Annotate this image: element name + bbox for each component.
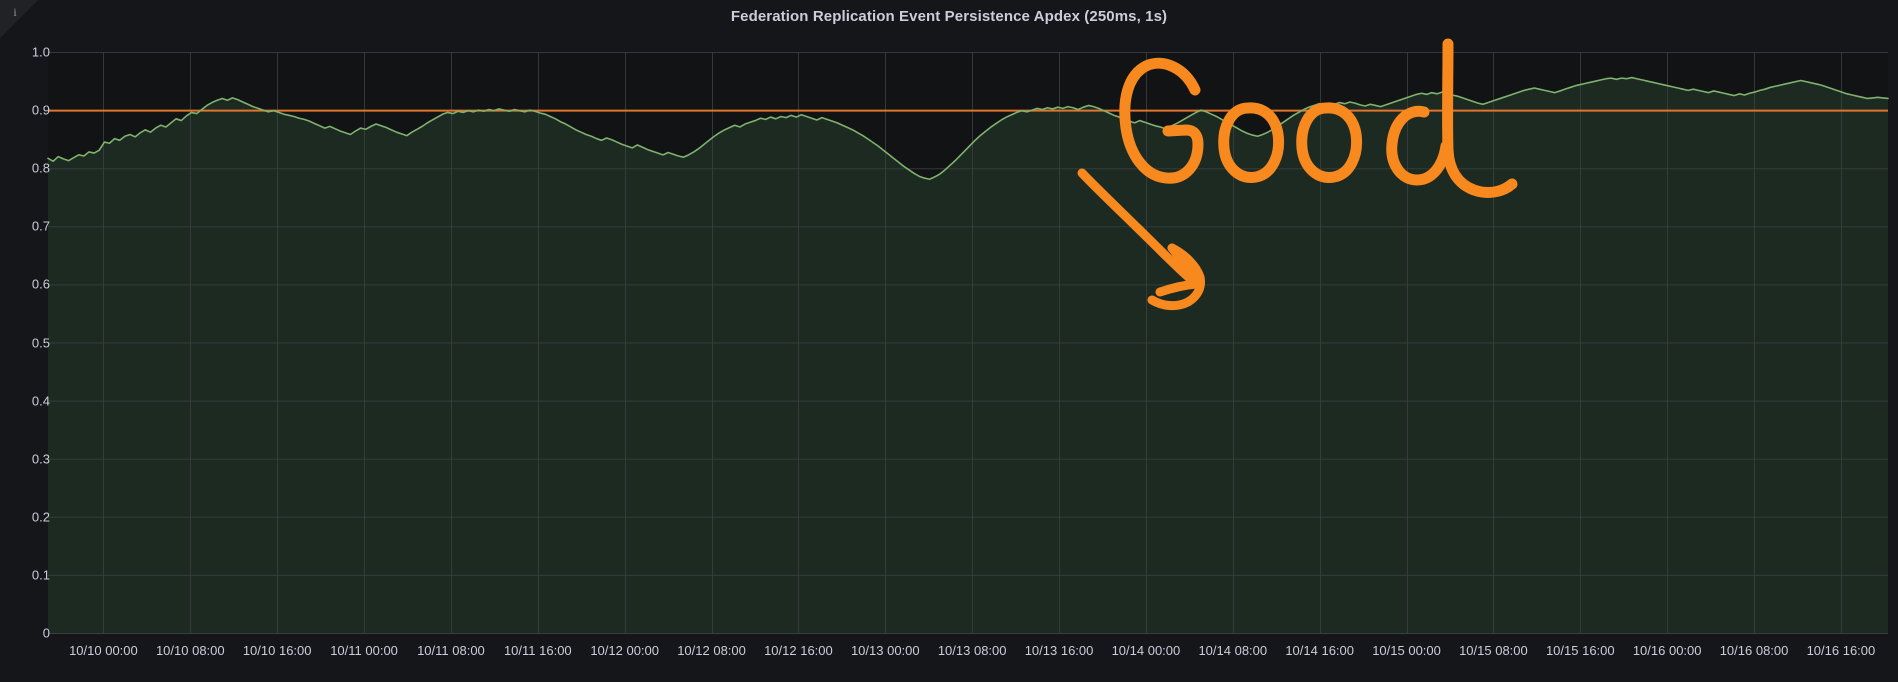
x-axis-tick-label: 10/10 00:00 [69, 643, 138, 658]
x-axis-tick-label: 10/12 00:00 [590, 643, 660, 658]
x-axis-tick-label: 10/16 08:00 [1719, 643, 1789, 658]
x-axis-tick-label: 10/11 16:00 [503, 643, 572, 658]
x-axis-tick-label: 10/10 08:00 [155, 643, 225, 658]
y-axis-tick-label: 0.3 [31, 451, 50, 467]
y-axis-tick-label: 0.6 [31, 276, 50, 292]
x-axis-tick-label: 10/12 16:00 [764, 643, 833, 658]
x-axis-tick-label: 10/15 08:00 [1459, 643, 1528, 658]
y-axis-tick-label: 0.1 [31, 567, 50, 583]
panel-description-corner[interactable] [0, 0, 38, 38]
y-axis-tick-label: 0.9 [31, 102, 50, 118]
y-axis-tick-label: 0.5 [31, 335, 50, 350]
x-axis-tick-label: 10/15 16:00 [1545, 643, 1615, 658]
x-axis-tick-label: 10/16 16:00 [1806, 643, 1876, 658]
y-axis-tick-label: 0.8 [31, 160, 50, 176]
y-axis-tick-label: 0 [42, 625, 50, 641]
y-axis-tick-label: 0.4 [31, 393, 50, 409]
x-axis-tick-label: 10/11 00:00 [330, 643, 398, 658]
x-axis-tick-label: 10/13 08:00 [937, 643, 1007, 658]
x-axis-tick-label: 10/15 00:00 [1372, 643, 1441, 658]
x-axis-tick-label: 10/10 16:00 [242, 643, 312, 658]
x-axis-tick-label: 10/14 08:00 [1198, 643, 1268, 658]
series-area-fill [48, 77, 1888, 633]
y-axis-tick-label: 0.7 [31, 218, 50, 234]
series-line [47, 76, 1889, 181]
y-axis-tick-label: 0.2 [31, 509, 50, 525]
info-icon[interactable]: i [13, 5, 17, 19]
x-axis-tick-label: 10/14 00:00 [1111, 643, 1181, 658]
x-axis-tick-label: 10/11 08:00 [417, 643, 485, 658]
y-axis-tick-label: 1.0 [31, 44, 50, 60]
x-axis-tick-label: 10/13 00:00 [850, 643, 920, 658]
x-axis-tick-label: 10/14 16:00 [1285, 643, 1355, 658]
x-axis-tick-label: 10/16 00:00 [1632, 643, 1702, 658]
x-axis-tick-label: 10/13 16:00 [1024, 643, 1094, 658]
x-axis-tick-label: 10/12 08:00 [677, 643, 746, 658]
